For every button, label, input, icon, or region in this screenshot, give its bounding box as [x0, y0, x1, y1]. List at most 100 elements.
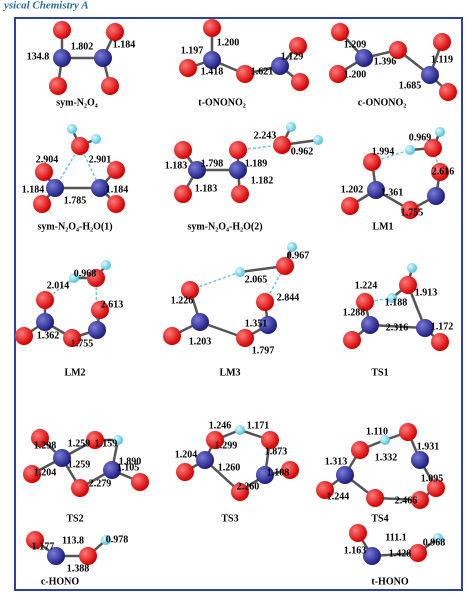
- geometry-label: 1.396: [374, 56, 397, 67]
- atom: [86, 431, 104, 449]
- geometry-label: 1.298: [34, 440, 57, 451]
- atom: [231, 185, 249, 203]
- geometry-label: 134.8: [27, 51, 50, 62]
- geometry-label: 0.968: [423, 537, 446, 548]
- geometry-label: 1.172: [431, 321, 454, 332]
- geometry-label: 2.243: [254, 130, 277, 141]
- geometry-label: 1.119: [431, 54, 453, 65]
- geometry-label: 1.105: [117, 462, 140, 473]
- atom: [331, 23, 349, 41]
- atom: [355, 49, 373, 67]
- bond: [369, 323, 426, 330]
- structure-title: sym-N₂O₄-H₂O(2): [187, 221, 262, 232]
- atom: [281, 461, 299, 479]
- atom: [53, 449, 71, 467]
- geometry-label: 2.065: [245, 274, 268, 285]
- atom: [101, 77, 119, 95]
- atom: [23, 465, 41, 483]
- atom: [363, 547, 381, 565]
- atom: [231, 483, 249, 501]
- atom: [94, 49, 112, 67]
- geometry-label: 1.994: [372, 146, 395, 157]
- atom: [291, 73, 309, 91]
- geometry-label: 2.616: [432, 166, 455, 177]
- geometry-label: 1.685: [399, 80, 422, 91]
- atom: [407, 263, 417, 273]
- atom: [103, 461, 121, 479]
- geometry-label: 1.362: [37, 330, 60, 341]
- geometry-label: 1.873: [265, 446, 288, 457]
- geometry-label: 1.202: [341, 184, 364, 195]
- structure-title: t-HONO: [371, 576, 408, 587]
- atom: [71, 137, 89, 155]
- geometry-label: 1.184: [22, 184, 45, 195]
- geometry-label: 113.8: [62, 535, 84, 546]
- atom: [49, 77, 67, 95]
- atom: [15, 327, 33, 345]
- geometry-label: 1.913: [415, 287, 438, 298]
- geometry-label: 1.204: [34, 467, 57, 478]
- geometry-label: 1.108: [267, 467, 290, 478]
- atom: [71, 479, 89, 497]
- atom: [313, 135, 323, 145]
- geometry-label: 0.962: [291, 146, 314, 157]
- atom: [389, 41, 407, 59]
- geometry-label: 1.388: [67, 563, 90, 574]
- atom: [181, 281, 199, 299]
- geometry-label: 2.316: [386, 322, 409, 333]
- atom: [196, 451, 214, 469]
- atom: [206, 431, 224, 449]
- structure-title: TS3: [221, 513, 238, 524]
- geometry-label: 1.177: [32, 541, 55, 552]
- atom: [67, 124, 77, 134]
- geometry-label: 1.188: [385, 297, 408, 308]
- atom: [101, 260, 111, 270]
- geometry-label: 2.901: [89, 154, 112, 165]
- atom: [289, 37, 307, 55]
- geometry-label: 1.621: [251, 66, 274, 77]
- geometry-label: 1.203: [189, 336, 212, 347]
- atom: [79, 547, 97, 565]
- atom: [424, 139, 442, 157]
- geometry-label: 1.890: [119, 456, 142, 467]
- geometry-label: 1.785: [64, 195, 87, 206]
- structure-title: sym-N₂O₄: [56, 97, 98, 108]
- geometry-label: 1.184: [113, 39, 136, 50]
- atom: [131, 473, 149, 491]
- atom: [363, 153, 381, 171]
- atom: [235, 425, 245, 435]
- geometry-label: 1.755: [71, 338, 94, 349]
- atom: [356, 293, 374, 311]
- geometry-label: 1.755: [401, 207, 424, 218]
- atom: [431, 163, 449, 181]
- geometry-label: 1.288: [343, 307, 366, 318]
- geometry-label: 1.428: [389, 548, 412, 559]
- geometry-label: 2.279: [89, 478, 112, 489]
- geometry-label: 1.095: [421, 473, 444, 484]
- atom: [431, 333, 449, 351]
- atom: [69, 273, 79, 283]
- atom: [411, 451, 429, 469]
- atom: [91, 301, 109, 319]
- atom: [91, 134, 101, 144]
- atom: [273, 136, 291, 154]
- atom: [107, 161, 125, 179]
- geometry-label: 1.299: [215, 440, 238, 451]
- geometry-label: 1.797: [252, 345, 275, 356]
- atom: [91, 179, 109, 197]
- atom: [416, 319, 434, 337]
- hydrogen-bond: [189, 271, 241, 291]
- atom: [47, 547, 65, 565]
- structure-title: c-ONONO₂: [358, 97, 407, 108]
- structure-title: sym-N₂O₄-H₂O(1): [37, 221, 112, 232]
- atom: [433, 33, 451, 51]
- geometry-label: 1.226: [171, 295, 194, 306]
- structure-title: LM3: [219, 367, 240, 378]
- atom: [421, 66, 439, 84]
- geometry-label: 1.224: [355, 280, 378, 291]
- atom: [409, 544, 427, 562]
- atom: [63, 329, 81, 347]
- geometry-label: 1.183: [165, 160, 188, 171]
- atom: [329, 65, 347, 83]
- geometry-label: 1.200: [217, 37, 240, 48]
